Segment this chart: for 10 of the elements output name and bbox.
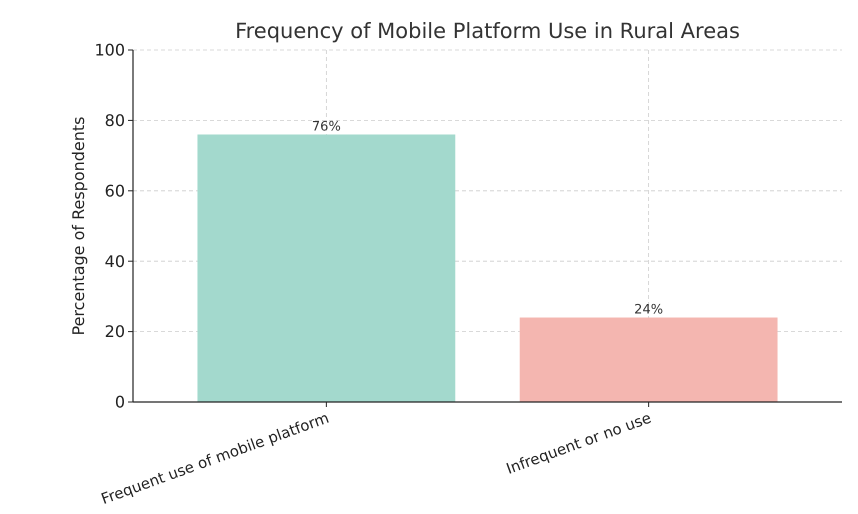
- chart-title: Frequency of Mobile Platform Use in Rural Areas: [235, 19, 740, 43]
- y-axis-title: Percentage of Respondents: [69, 116, 88, 336]
- data-label: 76%: [312, 119, 341, 134]
- y-tick-label: 100: [94, 40, 125, 60]
- data-label: 24%: [634, 302, 664, 318]
- y-tick-label: 40: [104, 252, 125, 271]
- y-tick-label: 0: [114, 392, 125, 412]
- y-tick-label: 60: [104, 181, 125, 200]
- y-tick-label: 80: [104, 111, 125, 130]
- y-tick-label: 20: [104, 322, 125, 342]
